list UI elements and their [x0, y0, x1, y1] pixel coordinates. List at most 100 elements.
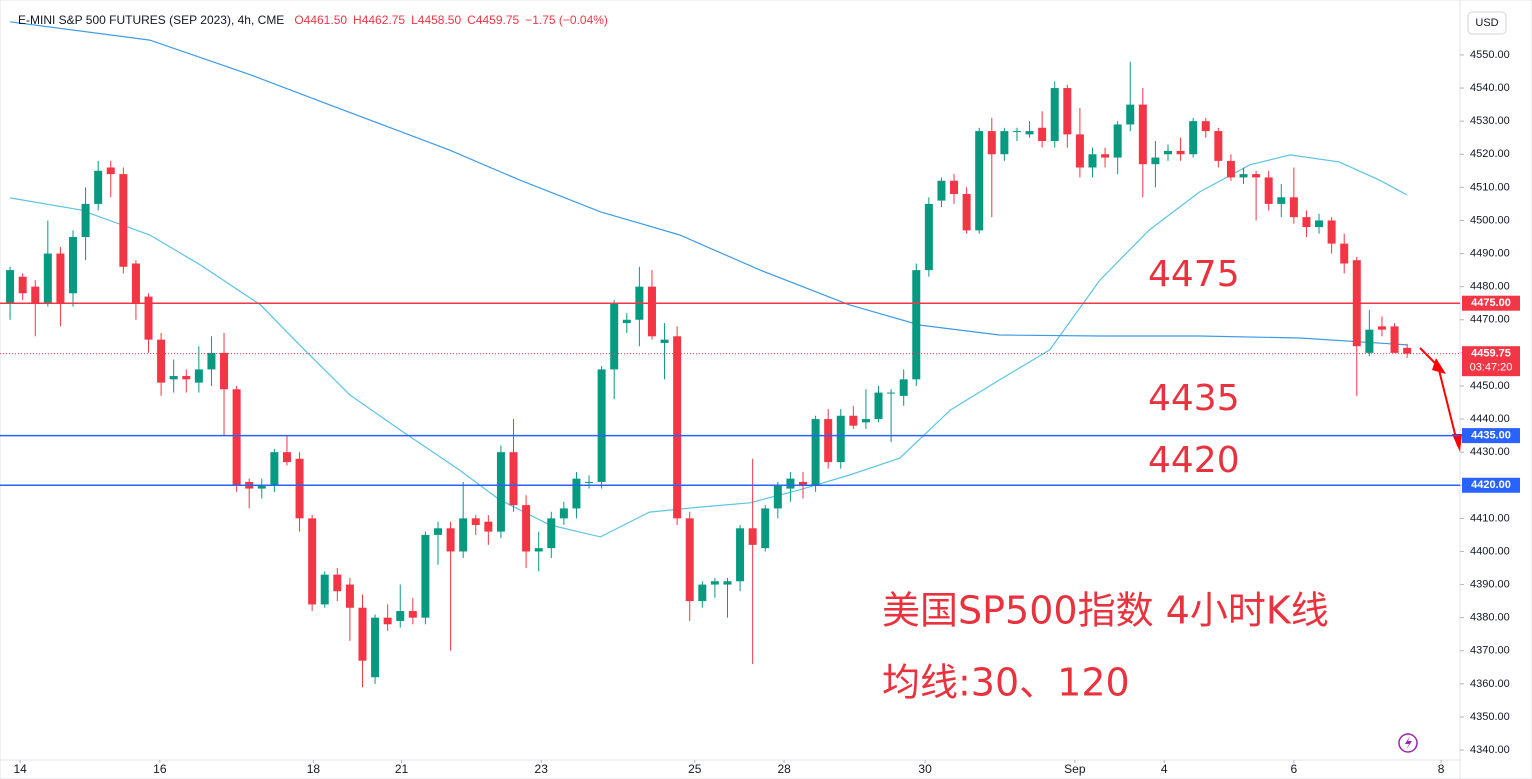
- title: E-MINI S&P 500 FUTURES (SEP 2023), 4h, C…: [18, 13, 284, 27]
- plot: [6, 21, 1412, 688]
- candle-body: [484, 521, 493, 532]
- candle-body: [1050, 88, 1059, 142]
- candle-body: [597, 369, 606, 482]
- y-tick-label: 4400.00: [1470, 545, 1510, 557]
- candle-body: [1302, 217, 1311, 228]
- y-tick-label: 4440.00: [1470, 413, 1510, 425]
- level-label: 4475.00: [1471, 297, 1511, 309]
- candle-body: [144, 296, 153, 340]
- candle-body: [345, 584, 354, 608]
- candle-body: [710, 581, 719, 585]
- y-tick-label: 4430.00: [1470, 446, 1510, 458]
- y-tick-label: 4390.00: [1470, 578, 1510, 590]
- y-tick-label: 4510.00: [1470, 181, 1510, 193]
- annotation: 美国SP500指数 4小时K线: [882, 589, 1329, 633]
- candle-body: [1365, 329, 1374, 353]
- annotation: 均线:30、120: [882, 661, 1130, 705]
- x-tick-label: 4: [1161, 762, 1168, 776]
- candle-body: [585, 481, 594, 483]
- y-tick-label: 4530.00: [1470, 115, 1510, 127]
- candle-body: [69, 237, 77, 294]
- y-tick-label: 4360.00: [1470, 678, 1510, 690]
- candle-body: [723, 581, 732, 585]
- candle-body: [559, 508, 568, 519]
- ma-line: [10, 21, 1408, 346]
- candle-body: [1226, 160, 1235, 178]
- candle-body: [220, 352, 229, 390]
- candle-body: [371, 617, 380, 678]
- y-tick-label: 4450.00: [1470, 380, 1510, 392]
- candle-body: [698, 584, 707, 602]
- candle-body: [131, 263, 140, 304]
- candle-body: [1088, 154, 1097, 168]
- candle-body: [1289, 197, 1298, 218]
- x-tick-label: 18: [307, 762, 321, 776]
- candle-body: [522, 505, 531, 552]
- icon[interactable]: [1398, 733, 1418, 753]
- x-tick-label: 30: [918, 762, 932, 776]
- candle-body: [1012, 131, 1021, 133]
- currency: USD: [1475, 17, 1498, 29]
- candle-body: [1063, 88, 1072, 135]
- level-label-box: [1462, 295, 1520, 311]
- candle-body: [761, 508, 770, 549]
- candle-body: [912, 270, 921, 380]
- candle-body: [56, 253, 65, 304]
- candle-body: [1264, 177, 1273, 204]
- candle-body: [1176, 150, 1185, 155]
- y-tick-label: 4470.00: [1470, 314, 1510, 326]
- candle-body: [1138, 104, 1147, 165]
- y-tick-label: 4480.00: [1470, 281, 1510, 293]
- candle-body: [157, 339, 166, 383]
- candle-body: [673, 336, 682, 519]
- icon-bolt: [1405, 736, 1412, 750]
- candle-body: [1151, 157, 1160, 165]
- candle-body: [849, 415, 858, 426]
- candle-body: [937, 180, 946, 201]
- y-tick-label: 4410.00: [1470, 512, 1510, 524]
- candle-body: [1101, 154, 1110, 158]
- candle-body: [446, 528, 455, 552]
- candle-body: [207, 352, 216, 370]
- ohlc-label: −1.75 (−0.04%): [525, 13, 608, 27]
- currency-box[interactable]: [1467, 11, 1507, 35]
- ohlc-label: H4462.75: [353, 13, 405, 27]
- candle-body: [18, 276, 27, 294]
- candle-body: [736, 528, 745, 582]
- candle-body: [799, 481, 807, 486]
- candle-body: [1038, 127, 1047, 142]
- ohlc-label: O4461.50: [294, 13, 347, 27]
- ma-line: [9, 154, 1408, 538]
- candle-body: [1025, 131, 1034, 135]
- candle-body: [1113, 124, 1122, 158]
- candle-body: [786, 478, 795, 489]
- x-tick-label: Sep: [1064, 762, 1086, 776]
- arrow-head: [1452, 434, 1462, 452]
- candle-body: [899, 379, 908, 396]
- candle-body: [773, 485, 782, 509]
- candle-body: [106, 167, 115, 175]
- candle-body: [471, 518, 480, 525]
- candle-body: [383, 617, 392, 625]
- x-tick-label: 16: [153, 762, 167, 776]
- candle-body: [1000, 131, 1009, 155]
- candle-body: [572, 478, 581, 509]
- y-tick-label: 4550.00: [1470, 49, 1510, 61]
- candle-body: [496, 452, 505, 532]
- ohlc-label: C4459.75: [467, 13, 519, 27]
- candle-body: [1201, 121, 1210, 132]
- y-tick-label: 4340.00: [1470, 744, 1510, 756]
- candle-body: [836, 415, 845, 463]
- candle-body: [6, 270, 15, 304]
- level-label-box: [1462, 477, 1520, 493]
- candle-body: [282, 452, 291, 463]
- candle-body: [182, 376, 191, 380]
- candle-body: [811, 419, 820, 486]
- candle-body: [1277, 197, 1286, 204]
- candle-body: [1252, 174, 1261, 178]
- candle-body: [434, 528, 442, 535]
- x-tick-label: 23: [535, 762, 549, 776]
- x-tick-label: 8: [1438, 762, 1445, 776]
- candle-body: [534, 548, 543, 552]
- candle-body: [1126, 104, 1135, 125]
